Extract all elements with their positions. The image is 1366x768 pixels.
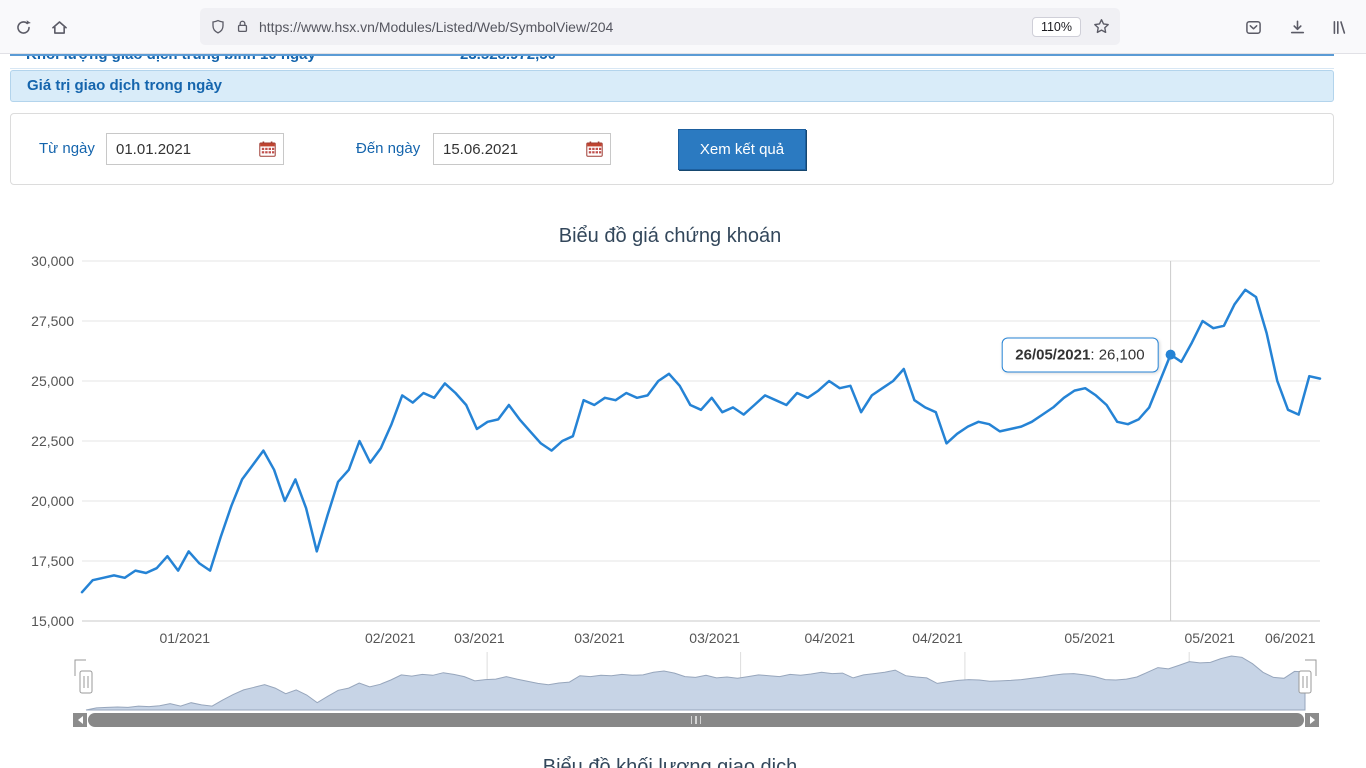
- hovered-point-marker: [1165, 349, 1176, 360]
- calendar-icon[interactable]: [259, 141, 276, 157]
- navigator-handle-right[interactable]: [1298, 670, 1312, 694]
- to-date-label: Đến ngày: [356, 140, 421, 157]
- library-icon[interactable]: [1326, 14, 1352, 40]
- tooltip-separator: :: [1090, 346, 1099, 364]
- y-axis-label: 30,000: [31, 253, 74, 269]
- volume-chart-title-text: Biểu đồ khối lượng giao dịch: [542, 756, 798, 768]
- x-axis-label: 01/2021: [159, 630, 210, 646]
- x-axis-label: 05/2021: [1184, 630, 1235, 646]
- section-header: Giá trị giao dịch trong ngày: [10, 70, 1334, 102]
- x-axis-label: 05/2021: [1064, 630, 1115, 646]
- navigator-handle-left[interactable]: [79, 670, 93, 694]
- chart-scrollbar: [0, 713, 1366, 727]
- scrollbar-right-arrow[interactable]: [1305, 713, 1319, 727]
- volume-chart-title: Biểu đồ khối lượng giao dịch: [0, 756, 1340, 768]
- to-date-field: [433, 133, 611, 165]
- x-axis-label: 03/2021: [689, 630, 740, 646]
- y-axis-label: 20,000: [31, 493, 74, 509]
- reload-icon[interactable]: [10, 14, 36, 40]
- x-axis-label: 03/2021: [454, 630, 505, 646]
- chart-navigator[interactable]: Mar '21Apr '21May '21Jun '21: [0, 650, 1366, 712]
- y-axis-label: 27,500: [31, 313, 74, 329]
- navigator-area-series: [85, 655, 1306, 711]
- x-axis-label: 03/2021: [574, 630, 625, 646]
- from-date-label: Từ ngày: [39, 140, 95, 157]
- tooltip-date: 26/05/2021: [1015, 346, 1091, 364]
- chart-tooltip: 26/05/2021: 26,100: [1001, 337, 1159, 373]
- grip-icon: [699, 716, 702, 724]
- navigator-outline-right: [1305, 659, 1317, 676]
- navigator-outline-left: [74, 659, 86, 676]
- y-axis-label: 22,500: [31, 433, 74, 449]
- shield-icon[interactable]: [210, 19, 226, 35]
- url-text: https://www.hsx.vn/Modules/Listed/Web/Sy…: [259, 18, 614, 35]
- scrollbar-left-arrow[interactable]: [73, 713, 87, 727]
- download-icon[interactable]: [1284, 14, 1310, 40]
- lock-icon[interactable]: [235, 19, 250, 34]
- calendar-icon[interactable]: [586, 141, 603, 157]
- x-axis-label: 02/2021: [365, 630, 416, 646]
- address-bar[interactable]: https://www.hsx.vn/Modules/Listed/Web/Sy…: [200, 8, 1120, 45]
- table-divider: [10, 54, 1334, 56]
- grip-icon: [690, 716, 693, 724]
- tooltip-value: 26,100: [1098, 346, 1145, 364]
- x-axis-label: 04/2021: [804, 630, 855, 646]
- price-line-series: [80, 288, 1322, 594]
- date-filter-panel: Từ ngày Đến ngày Xem kết quả: [10, 113, 1334, 185]
- right-triangle-icon: [1309, 716, 1315, 724]
- to-date-input[interactable]: [433, 133, 611, 165]
- from-date-field: [106, 133, 284, 165]
- x-axis-label: 04/2021: [912, 630, 963, 646]
- home-icon[interactable]: [46, 14, 72, 40]
- y-axis-label: 25,000: [31, 373, 74, 389]
- view-results-button[interactable]: Xem kết quả: [678, 129, 806, 170]
- price-chart[interactable]: 30,000 27,500 25,000 22,500 20,000 17,500 15,0…: [0, 253, 1366, 653]
- left-triangle-icon: [77, 716, 83, 724]
- scrollbar-thumb[interactable]: [88, 713, 1304, 727]
- y-axis-label: 15,000: [31, 613, 74, 629]
- zoom-level-button[interactable]: 110%: [1031, 16, 1081, 37]
- bookmark-star-icon[interactable]: [1093, 18, 1110, 35]
- y-axis-label: 17,500: [31, 553, 74, 569]
- x-axis-label: 06/2021: [1265, 630, 1316, 646]
- from-date-input[interactable]: [106, 133, 284, 165]
- browser-toolbar: https://www.hsx.vn/Modules/Listed/Web/Sy…: [0, 0, 1366, 54]
- row-divider: [10, 68, 1334, 69]
- price-chart-title: Biểu đồ giá chứng khoán: [558, 225, 782, 247]
- section-header-label: Giá trị giao dịch trong ngày: [27, 77, 223, 94]
- pocket-icon[interactable]: [1240, 14, 1266, 40]
- grip-icon: [695, 716, 697, 724]
